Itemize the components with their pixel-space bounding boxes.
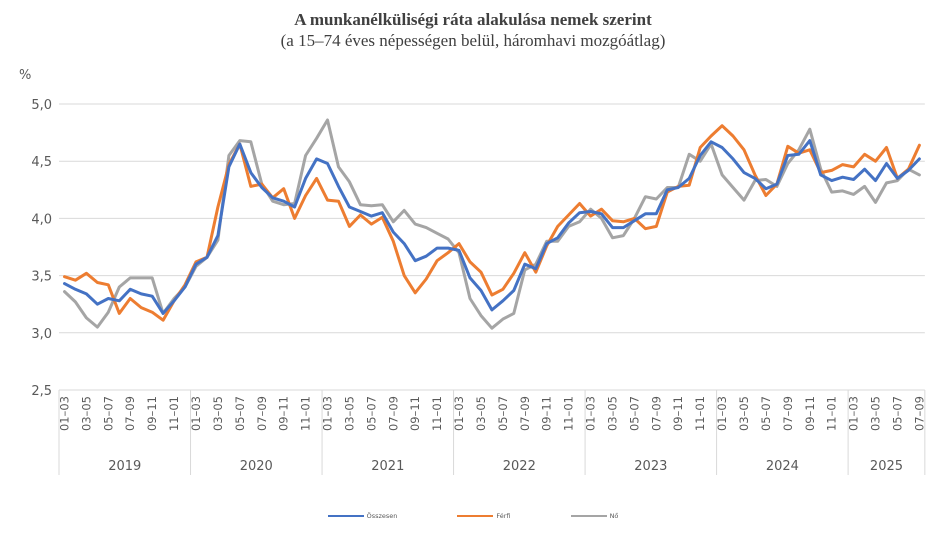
- x-tick-label: 01–03: [452, 396, 466, 431]
- x-tick-label: 07–09: [123, 396, 137, 431]
- series-line-no: [63, 118, 921, 330]
- x-tick-label: 07–09: [255, 396, 269, 431]
- x-tick-label: 05–07: [890, 396, 904, 431]
- y-tick-label: 5,0: [31, 98, 52, 113]
- x-tick-label: 05–07: [101, 396, 115, 431]
- x-tick-label: 09–11: [671, 396, 685, 431]
- x-tick-label: 01–03: [189, 396, 203, 431]
- x-tick-label: 09–11: [145, 396, 159, 431]
- y-tick-label: 4,5: [31, 155, 52, 170]
- y-axis-ticks: 2,5 3,0 3,5 4,0 4,5 5,0: [31, 98, 52, 399]
- year-label: 2023: [634, 459, 667, 474]
- x-tick-label: 09–11: [540, 396, 554, 431]
- x-tick-label: 03–05: [79, 396, 93, 431]
- series-lines: [63, 118, 921, 330]
- y-tick-label: 3,0: [31, 327, 52, 342]
- x-tick-label: 11–01: [167, 396, 181, 431]
- chart-title: A munkanélküliségi ráta alakulása nemek …: [294, 10, 652, 29]
- x-tick-label: 01–03: [57, 396, 71, 431]
- x-tick-label: 09–11: [408, 396, 422, 431]
- x-tick-label: 11–01: [825, 396, 839, 431]
- x-tick-label: 11–01: [299, 396, 313, 431]
- y-tick-label: 3,5: [31, 270, 52, 285]
- year-label: 2024: [766, 459, 799, 474]
- chart-subtitle: (a 15–74 éves népességen belül, háromhav…: [280, 31, 666, 50]
- legend: Összesen Férfi Nő: [0, 512, 946, 520]
- y-tick-label: 4,0: [31, 212, 52, 227]
- x-tick-label: 03–05: [474, 396, 488, 431]
- legend-label: Összesen: [366, 512, 398, 520]
- x-tick-label: 07–09: [912, 396, 926, 431]
- legend-swatch-no: [570, 515, 607, 517]
- legend-item-osszesen: Összesen: [327, 512, 398, 520]
- x-tick-label: 03–05: [211, 396, 225, 431]
- year-label: 2019: [108, 459, 141, 474]
- x-tick-label: 11–01: [693, 396, 707, 431]
- legend-swatch-osszesen: [327, 515, 364, 517]
- x-tick-label: 01–03: [584, 396, 598, 431]
- x-tick-label: 09–11: [277, 396, 291, 431]
- year-label: 2021: [371, 459, 404, 474]
- x-tick-label: 11–01: [430, 396, 444, 431]
- x-tick-label: 05–07: [233, 396, 247, 431]
- x-tick-label: 07–09: [518, 396, 532, 431]
- x-tick-label: 03–05: [737, 396, 751, 431]
- legend-label: Férfi: [496, 512, 511, 520]
- x-tick-label: 05–07: [759, 396, 773, 431]
- year-label: 2020: [240, 459, 273, 474]
- x-tick-label: 01–03: [321, 396, 335, 431]
- y-tick-label: 2,5: [31, 384, 52, 399]
- x-tick-label: 05–07: [364, 396, 378, 431]
- legend-swatch-ferfi: [457, 515, 494, 517]
- x-tick-label: 01–03: [847, 396, 861, 431]
- x-tick-label: 09–11: [803, 396, 817, 431]
- gridlines: [59, 103, 925, 334]
- legend-item-no: Nő: [570, 512, 619, 520]
- x-tick-label: 05–07: [627, 396, 641, 431]
- x-tick-label: 11–01: [562, 396, 576, 431]
- x-tick-label: 07–09: [386, 396, 400, 431]
- legend-label: Nő: [609, 512, 619, 520]
- x-tick-label: 05–07: [496, 396, 510, 431]
- y-axis-unit-label: %: [19, 68, 31, 83]
- x-axis: 01–03 03–05 05–07 07–09 09–11 11–01 2019 01–03 0…: [57, 389, 926, 475]
- x-tick-label: 01–03: [715, 396, 729, 431]
- year-label: 2022: [503, 459, 536, 474]
- x-tick-label: 07–09: [781, 396, 795, 431]
- legend-item-ferfi: Férfi: [457, 512, 511, 520]
- x-tick-label: 03–05: [869, 396, 883, 431]
- x-tick-label: 03–05: [342, 396, 356, 431]
- x-tick-label: 07–09: [649, 396, 663, 431]
- year-label: 2025: [870, 459, 903, 474]
- series-line-osszesen: [63, 139, 921, 315]
- x-tick-label: 03–05: [605, 396, 619, 431]
